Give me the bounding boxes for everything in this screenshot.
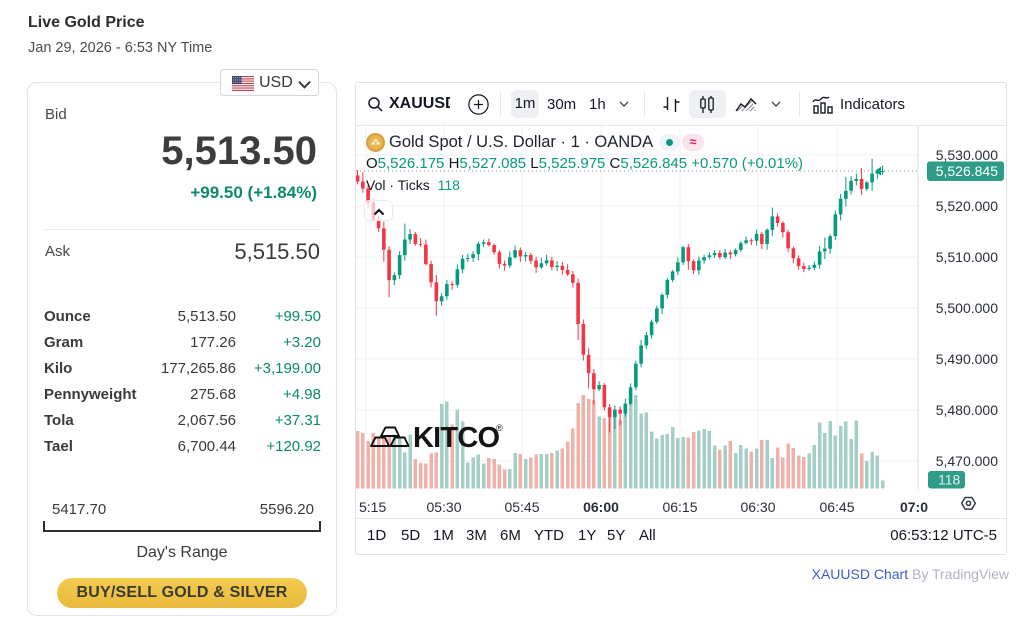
svg-text:5,530.000: 5,530.000 bbox=[936, 147, 998, 163]
svg-text:5,490.000: 5,490.000 bbox=[936, 351, 998, 367]
svg-text:06:00: 06:00 bbox=[583, 499, 619, 515]
svg-text:5,470.000: 5,470.000 bbox=[936, 453, 998, 469]
svg-text:05:30: 05:30 bbox=[426, 499, 461, 515]
svg-text:06:30: 06:30 bbox=[740, 499, 775, 515]
svg-text:5,500.000: 5,500.000 bbox=[936, 300, 998, 316]
svg-text:5:15: 5:15 bbox=[359, 499, 386, 515]
svg-text:5,480.000: 5,480.000 bbox=[936, 402, 998, 418]
svg-text:5,526.845: 5,526.845 bbox=[936, 163, 998, 179]
svg-text:07:0: 07:0 bbox=[900, 499, 928, 515]
svg-text:06:15: 06:15 bbox=[662, 499, 697, 515]
svg-text:118: 118 bbox=[938, 472, 961, 488]
svg-text:5,520.000: 5,520.000 bbox=[936, 198, 998, 214]
svg-text:05:45: 05:45 bbox=[504, 499, 539, 515]
svg-text:06:45: 06:45 bbox=[819, 499, 854, 515]
svg-text:5,510.000: 5,510.000 bbox=[936, 249, 998, 265]
